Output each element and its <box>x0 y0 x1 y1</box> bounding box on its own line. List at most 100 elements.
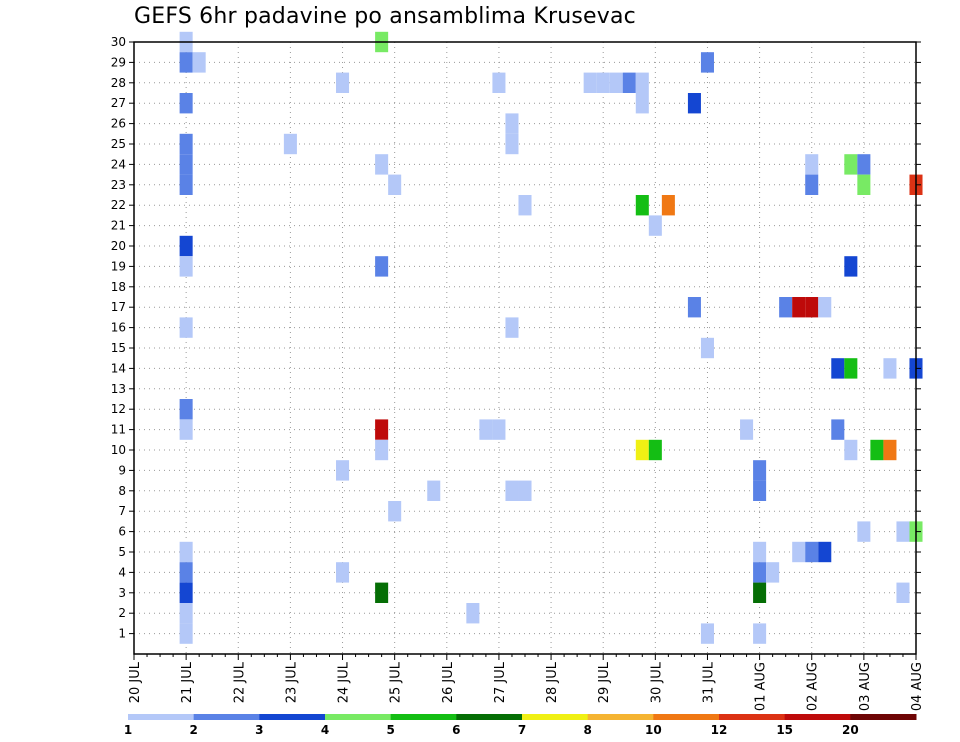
y-tick-label: 17 <box>111 300 126 314</box>
y-tick-label: 8 <box>118 484 126 498</box>
heatmap-cell <box>505 480 519 501</box>
heatmap-cell <box>844 439 858 461</box>
data-cells <box>179 31 923 644</box>
heatmap-cell <box>518 480 532 501</box>
heatmap-cell <box>896 521 910 542</box>
heatmap-cell <box>336 72 350 93</box>
heatmap-cell <box>805 297 819 318</box>
heatmap-cell <box>753 582 767 603</box>
heatmap-cell <box>753 623 767 644</box>
colorbar-swatch <box>587 714 654 720</box>
heatmap-cell <box>635 72 649 93</box>
heatmap-cell <box>179 582 193 603</box>
heatmap-cell <box>831 419 845 440</box>
heatmap-cell <box>505 133 519 155</box>
heatmap-cell <box>896 582 910 603</box>
heatmap-cell <box>857 521 871 542</box>
y-axis: 1234567891011121314151617181920212223242… <box>111 35 921 641</box>
heatmap-cell <box>622 72 636 93</box>
y-tick-label: 26 <box>111 117 126 131</box>
heatmap-cell <box>596 72 610 93</box>
y-tick-label: 21 <box>111 219 126 233</box>
colorbar-swatch <box>390 714 457 720</box>
colorbar-swatch <box>193 714 260 720</box>
x-tick-label: 25 JUL <box>389 661 404 703</box>
heatmap-cell <box>648 439 662 461</box>
heatmap-cell <box>179 52 193 73</box>
heatmap-cell <box>818 297 832 318</box>
heatmap-cell <box>792 297 806 318</box>
heatmap-cell <box>687 297 701 318</box>
heatmap-cell <box>805 541 819 563</box>
heatmap-cell <box>179 541 193 563</box>
y-tick-label: 19 <box>111 259 126 273</box>
heatmap-cell <box>583 72 597 93</box>
heatmap-cell <box>635 439 649 461</box>
colorbar-swatch <box>522 714 589 720</box>
x-axis: 20 JUL 21 JUL 22 JUL 23 JUL 24 JUL 25 JUL 26 J… <box>128 654 925 711</box>
heatmap-cell <box>192 52 206 73</box>
heatmap-cell <box>518 195 532 216</box>
y-tick-label: 10 <box>111 443 126 457</box>
heatmap-cell <box>179 419 193 440</box>
y-tick-label: 24 <box>111 157 126 171</box>
heatmap-cell <box>818 541 832 563</box>
heatmap-cell <box>179 93 193 114</box>
heatmap-cell <box>479 419 493 440</box>
heatmap-cell <box>753 541 767 563</box>
y-tick-label: 7 <box>118 504 126 518</box>
y-tick-label: 30 <box>111 35 126 49</box>
heatmap-cell <box>179 154 193 175</box>
colorbar-label: 20 <box>842 723 859 737</box>
heatmap-cell <box>375 256 389 277</box>
y-tick-label: 6 <box>118 525 126 539</box>
heatmap-cell <box>505 317 519 338</box>
heatmap-cell <box>492 419 506 440</box>
heatmap-cell <box>179 317 193 338</box>
colorbar-swatch <box>325 714 392 720</box>
heatmap-cell <box>388 501 402 522</box>
colorbar-label: 3 <box>255 723 263 737</box>
y-tick-label: 1 <box>118 627 126 641</box>
heatmap-cell <box>661 195 675 216</box>
x-tick-label: 20 JUL <box>128 661 143 703</box>
colorbar-label: 10 <box>645 723 662 737</box>
y-tick-label: 4 <box>118 565 126 579</box>
y-tick-label: 25 <box>111 137 126 151</box>
heatmap-cell <box>375 582 389 603</box>
x-tick-label: 23 JUL <box>284 661 299 703</box>
y-tick-label: 29 <box>111 55 126 69</box>
heatmap-cell <box>648 215 662 236</box>
heatmap-cell <box>466 603 480 624</box>
colorbar-label: 4 <box>321 723 329 737</box>
heatmap-cell <box>336 460 350 481</box>
heatmap-cell <box>766 562 780 583</box>
x-tick-label: 22 JUL <box>232 661 247 703</box>
heatmap-cell <box>844 256 858 277</box>
y-tick-label: 23 <box>111 178 126 192</box>
heatmap-cell <box>792 541 806 563</box>
x-tick-label: 04 AUG <box>910 662 925 711</box>
y-tick-label: 22 <box>111 198 126 212</box>
colorbar-swatch <box>128 714 195 720</box>
heatmap-cell <box>883 439 897 461</box>
heatmap-cell <box>740 419 754 440</box>
y-tick-label: 27 <box>111 96 126 110</box>
colorbar-label: 15 <box>776 723 793 737</box>
colorbar-label: 12 <box>711 723 728 737</box>
y-tick-label: 9 <box>118 463 126 477</box>
y-tick-label: 16 <box>111 321 126 335</box>
x-tick-label: 01 AUG <box>754 662 769 711</box>
heatmap-cell <box>375 419 389 440</box>
x-tick-label: 21 JUL <box>180 661 195 703</box>
colorbar-swatch <box>259 714 326 720</box>
x-tick-label: 02 AUG <box>806 662 821 711</box>
x-tick-label: 31 JUL <box>701 661 716 703</box>
heatmap-cell <box>635 93 649 114</box>
colorbar-label: 1 <box>124 723 132 737</box>
y-tick-label: 20 <box>111 239 126 253</box>
heatmap-cell <box>687 93 701 114</box>
heatmap-cell <box>179 235 193 257</box>
heatmap-cell <box>870 439 884 461</box>
colorbar-label: 7 <box>518 723 526 737</box>
